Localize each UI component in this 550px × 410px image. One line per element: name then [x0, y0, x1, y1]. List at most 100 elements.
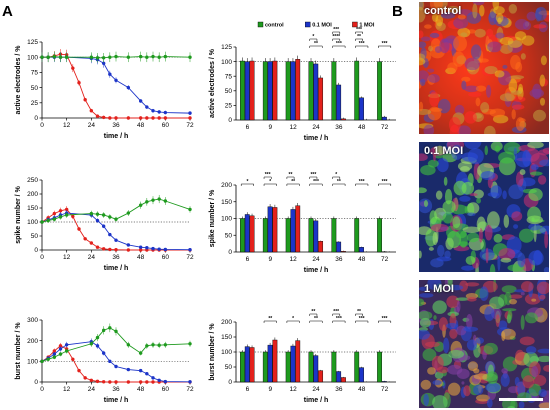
micrograph-spot: [437, 244, 445, 257]
x-tick-label: 36: [335, 386, 343, 393]
significance-mark: ****: [332, 34, 340, 40]
data-point-control: [46, 357, 50, 361]
series-line-moi01: [42, 56, 191, 114]
micrograph-spot: [517, 252, 526, 268]
bar-moi01: [359, 97, 364, 121]
micrograph-spot: [452, 216, 461, 229]
micrograph-spot: [465, 282, 480, 287]
data-point-moi01: [64, 343, 69, 347]
micrograph-spot: [514, 376, 520, 387]
bar-control: [331, 61, 337, 121]
bar-moi1: [249, 215, 255, 253]
y-tick-label: 100: [27, 359, 38, 366]
micrograph-spot: [494, 145, 501, 153]
data-point-moi01: [188, 111, 192, 115]
bar-control: [308, 351, 314, 383]
significance-mark: *: [269, 179, 271, 185]
significance-bracket: [286, 176, 295, 179]
micrograph-spot: [499, 93, 515, 102]
micrograph-spot: [531, 298, 537, 302]
micrograph-spot: [501, 367, 508, 374]
legend-swatch-moi01: [305, 21, 311, 28]
x-tick-label: 48: [358, 386, 366, 393]
data-point-control: [126, 343, 131, 347]
micrograph-spot: [484, 145, 489, 156]
panel-letter-a: A: [2, 3, 13, 20]
data-point-moi01: [108, 232, 112, 237]
data-point-moi1: [101, 115, 106, 120]
data-point-moi01: [151, 109, 155, 113]
micrograph-spot: [423, 124, 435, 134]
x-tick-label: 48: [137, 122, 145, 129]
data-point-control: [114, 217, 118, 221]
data-point-moi1: [138, 248, 143, 252]
micrograph-spot: [502, 64, 508, 69]
bar-moi1: [318, 77, 324, 121]
x-tick-label: 12: [290, 256, 298, 263]
bar-moi01: [381, 381, 387, 383]
micrograph-spot: [486, 398, 493, 408]
micrograph-spot: [489, 108, 506, 118]
data-point-moi1: [108, 116, 112, 120]
bar-control: [377, 351, 382, 383]
data-point-control: [163, 199, 168, 203]
micrograph-spot: [472, 3, 478, 19]
significance-mark: ***: [336, 316, 342, 322]
x-tick-label: 12: [63, 122, 71, 129]
micrograph-spot: [430, 223, 449, 233]
micrograph-spot: [467, 148, 484, 165]
data-point-moi1: [64, 207, 69, 212]
micrograph-spot: [420, 164, 436, 176]
significance-bracket: [355, 38, 363, 41]
micrograph-spot: [495, 314, 500, 328]
micrograph-spot: [499, 37, 514, 46]
data-point-control: [157, 343, 161, 347]
x-tick-label: 12: [63, 386, 71, 393]
micrograph-spot: [487, 211, 500, 229]
data-point-moi01: [145, 246, 149, 250]
data-point-control: [108, 55, 112, 59]
significance-mark: ***: [359, 316, 365, 322]
data-point-moi1: [126, 380, 131, 384]
data-point-moi1: [126, 116, 131, 120]
micrograph-spot: [475, 337, 484, 344]
micrograph-spot: [515, 171, 524, 188]
data-point-control: [46, 218, 50, 223]
data-point-moi01: [157, 110, 161, 114]
x-tick-label: 48: [137, 254, 145, 261]
x-tick-label: 36: [335, 256, 343, 263]
bar-control: [285, 218, 291, 253]
significance-mark: **: [357, 34, 361, 40]
bar-moi1: [272, 339, 278, 383]
x-tick-label: 60: [162, 386, 170, 393]
micrograph-spot: [527, 206, 541, 223]
significance-mark: **: [337, 179, 341, 185]
data-point-moi1: [138, 116, 143, 120]
micrograph-spot: [478, 228, 483, 243]
bar-moi1: [272, 207, 278, 253]
micrograph-spot: [428, 246, 434, 251]
micrograph-spot: [499, 44, 513, 54]
significance-mark: ***: [382, 41, 388, 47]
micrograph-01moi-image: [419, 142, 549, 272]
micrograph-spot: [507, 386, 520, 394]
bar-moi01: [336, 241, 342, 253]
micrograph-label-01moi: 0.1 MOI: [424, 145, 464, 157]
micrograph-spot: [435, 14, 444, 27]
legend-label-moi01: 0.1 MOI: [312, 23, 332, 29]
micrograph-spot: [470, 44, 482, 60]
data-point-control: [108, 215, 112, 219]
micrograph-spot: [466, 297, 477, 302]
micrograph-spot: [508, 4, 518, 14]
y-axis-title: active electrodes / %: [209, 48, 216, 118]
data-point-moi1: [138, 380, 143, 384]
micrograph-spot: [486, 84, 492, 98]
panel-letter-b: B: [392, 3, 403, 20]
micrograph-spot: [544, 231, 549, 249]
micrograph-spot: [515, 61, 523, 73]
micrograph-spot: [536, 281, 549, 295]
micrograph-spot: [419, 41, 427, 49]
micrograph-spot: [539, 159, 549, 167]
micrograph-spot: [465, 256, 476, 265]
significance-bracket: [332, 176, 341, 179]
